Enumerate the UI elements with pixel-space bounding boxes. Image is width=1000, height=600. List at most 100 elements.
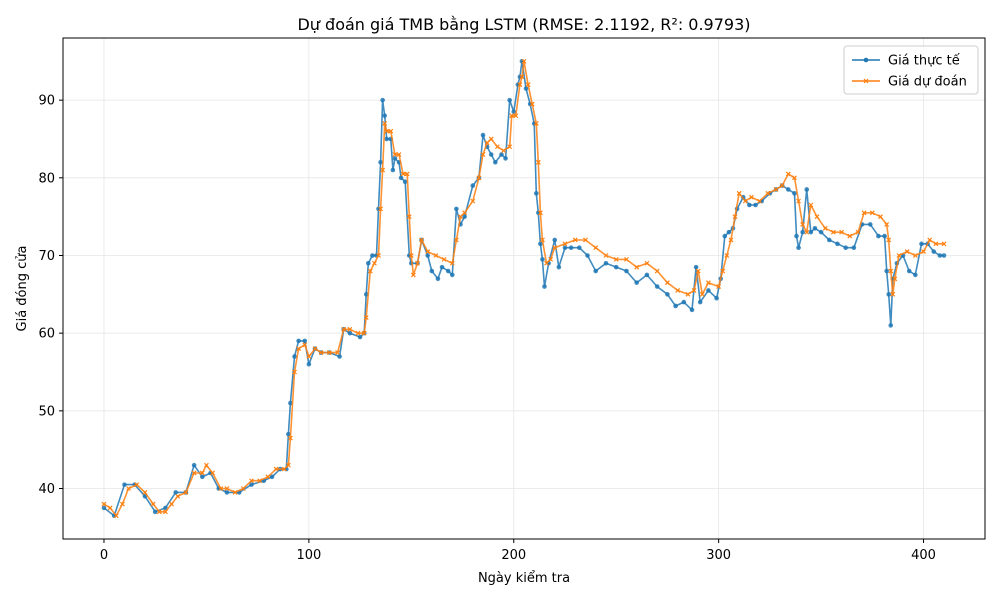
data-point (654, 268, 660, 274)
data-point (507, 97, 512, 103)
data-point (142, 489, 148, 495)
data-point (941, 253, 947, 258)
legend-item: Giá dự đoán (852, 75, 967, 90)
data-point (101, 505, 107, 511)
data-point (380, 167, 386, 173)
data-point (493, 159, 498, 165)
data-point (665, 292, 670, 297)
grid (63, 38, 985, 539)
data-point (664, 280, 670, 286)
x-tick-label: 200 (501, 548, 526, 563)
y-tick-label: 50 (38, 404, 55, 419)
data-point (150, 501, 156, 507)
data-point (347, 330, 353, 336)
ticks: 0 100 200 300 400 40 50 60 70 80 90 (38, 94, 935, 563)
data-point (714, 295, 719, 301)
data-point (839, 229, 845, 235)
data-point (286, 431, 291, 437)
data-point (765, 190, 771, 196)
data-point (535, 159, 541, 165)
data-point (396, 152, 402, 157)
data-point (808, 229, 814, 235)
data-point (542, 284, 547, 289)
data-point (363, 315, 369, 321)
data-point (378, 159, 383, 165)
data-point (624, 268, 629, 274)
series-line (103, 60, 944, 517)
data-point (210, 470, 215, 476)
data-point (265, 474, 271, 480)
data-point (509, 113, 515, 119)
data-point (378, 206, 384, 212)
data-point (488, 136, 494, 142)
data-point (101, 501, 107, 507)
data-point (869, 210, 875, 216)
y-tick-label: 60 (38, 327, 55, 342)
data-point (851, 245, 857, 251)
data-point (796, 245, 801, 251)
data-point (673, 303, 678, 309)
data-point (355, 330, 361, 336)
data-point (203, 462, 209, 468)
data-point (691, 288, 697, 293)
data-point (441, 256, 447, 262)
data-point (540, 257, 545, 262)
legend-label: Giá dự đoán (888, 75, 967, 90)
data-point (538, 241, 543, 247)
data-point (200, 474, 205, 480)
data-point (480, 132, 486, 138)
y-tick-label: 40 (38, 482, 55, 497)
data-point (326, 350, 332, 356)
data-point (296, 338, 301, 344)
data-point (388, 128, 394, 134)
data-point (173, 490, 178, 495)
data-point (890, 291, 896, 297)
data-point (134, 482, 140, 488)
data-point (533, 121, 539, 126)
data-point (439, 264, 445, 270)
data-point (425, 253, 431, 258)
data-point (882, 233, 887, 239)
data-point (249, 482, 254, 487)
data-point (453, 237, 459, 243)
data-point (163, 509, 168, 515)
data-point (382, 121, 388, 126)
data-point (175, 493, 181, 499)
data-point (445, 268, 451, 274)
data-point (931, 249, 937, 254)
data-point (337, 354, 342, 359)
data-point (681, 299, 687, 305)
data-point (724, 253, 730, 258)
data-point (273, 466, 279, 472)
data-point (753, 202, 758, 208)
data-point (689, 307, 695, 313)
data-point (435, 276, 441, 282)
data-point (728, 237, 734, 243)
data-point (347, 326, 353, 332)
data-point (747, 202, 752, 208)
data-point (519, 74, 525, 80)
data-point (722, 233, 728, 239)
data-point (562, 241, 568, 247)
data-point (552, 237, 558, 243)
data-point (302, 338, 308, 344)
data-point (361, 330, 367, 336)
data-point (812, 226, 818, 231)
data-point (249, 478, 254, 484)
data-point (183, 489, 189, 495)
data-point (462, 210, 468, 216)
data-point (285, 462, 291, 468)
data-point (400, 171, 406, 177)
data-point (585, 253, 590, 258)
data-point (624, 256, 629, 262)
data-point (583, 237, 588, 243)
data-point (335, 350, 340, 356)
data-point (613, 264, 619, 270)
data-point (494, 144, 500, 150)
data-point (292, 354, 297, 359)
series-2 (101, 58, 947, 519)
data-point (281, 466, 287, 472)
data-point (913, 272, 918, 278)
data-point (499, 152, 504, 157)
